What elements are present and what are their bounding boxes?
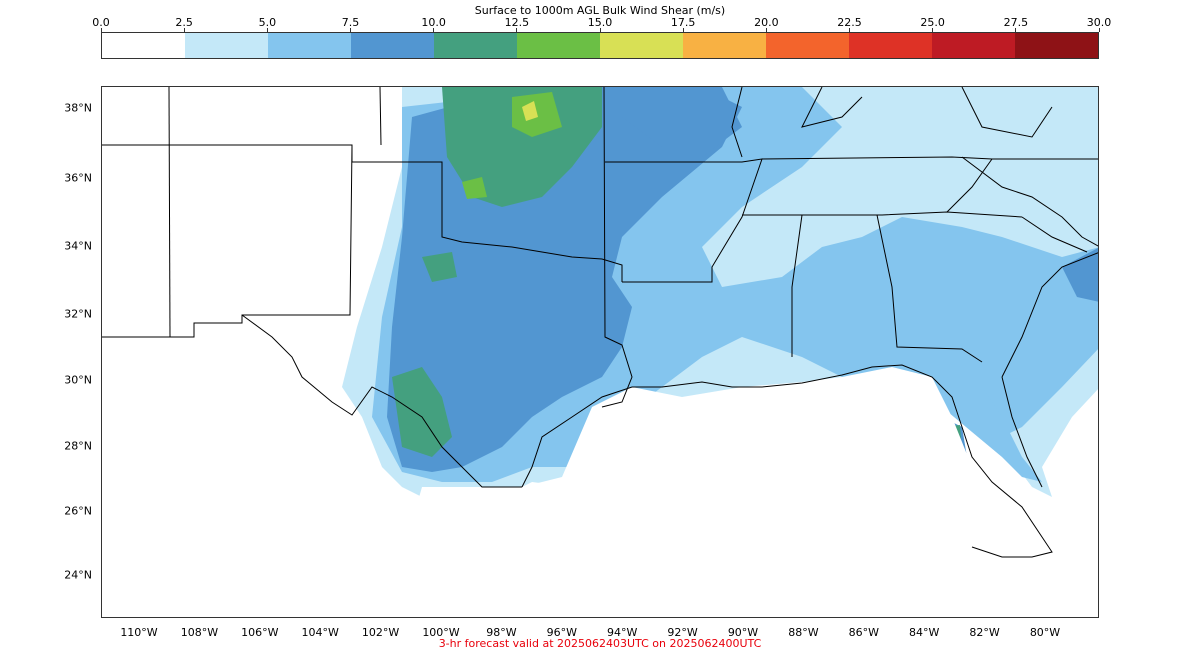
colorbar-tick-label: 0.0	[92, 16, 110, 29]
colorbar-tick-label: 7.5	[341, 16, 360, 29]
colorbar-tick-mark	[1015, 28, 1017, 32]
longitude-label: 106°W	[241, 626, 279, 639]
longitude-label: 90°W	[727, 626, 759, 639]
longitude-label: 102°W	[361, 626, 400, 639]
longitude-label: 96°W	[546, 626, 577, 639]
colorbar-tick-mark	[599, 28, 601, 32]
colorbar-tick-mark	[183, 28, 185, 32]
shear-field-medium-fl	[932, 377, 1042, 482]
colorbar-tick-label: 17.5	[670, 16, 696, 29]
colorbar-tick-mark	[932, 28, 934, 32]
shear-field-green-2	[392, 367, 452, 457]
latitude-label: 34°N	[64, 239, 92, 253]
colorbar-tick-mark	[266, 28, 268, 32]
colorbar-tick-label: 5.0	[258, 16, 277, 29]
colorbar-tick-label: 15.0	[587, 16, 613, 29]
colorbar-tick-mark	[516, 28, 518, 32]
colorbar-segment	[102, 33, 185, 58]
colorbar-title: Surface to 1000m AGL Bulk Wind Shear (m/…	[474, 4, 726, 17]
colorbar-tick-label: 25.0	[920, 16, 945, 29]
colorbar-segment	[849, 33, 932, 58]
colorbar-tick-mark	[433, 28, 435, 32]
colorbar-tick-label: 27.5	[1003, 16, 1029, 29]
latitude-label: 30°N	[64, 373, 92, 387]
longitude-label: 108°W	[180, 626, 219, 639]
gulf-water	[102, 367, 1042, 617]
colorbar-segment	[932, 33, 1015, 58]
shear-field-blue-ga	[1062, 248, 1098, 302]
colorbar-segment	[185, 33, 268, 58]
colorbar-segment	[351, 33, 434, 58]
colorbar-tick-mark	[849, 28, 850, 32]
state-borders	[102, 87, 1098, 488]
latitude-label: 36°N	[64, 171, 92, 185]
colorbar-tick-mark	[100, 28, 102, 32]
latitude-label: 28°N	[64, 439, 92, 453]
map-panel	[101, 86, 1099, 618]
colorbar-segment	[517, 33, 600, 58]
colorbar-tick-mark	[682, 28, 684, 32]
longitude-label: 92°W	[667, 626, 698, 639]
map-canvas	[102, 87, 1098, 617]
colorbar	[101, 32, 1099, 59]
colorbar-segment	[434, 33, 517, 58]
colorbar-tick-label: 30.0	[1086, 16, 1112, 29]
colorbar-segment	[600, 33, 683, 58]
colorbar-tick-label: 22.5	[837, 16, 862, 29]
colorbar-segment	[268, 33, 351, 58]
colorbar-tick-mark	[1098, 28, 1100, 32]
longitude-label: 80°W	[1029, 626, 1061, 639]
colorbar-segment	[683, 33, 766, 58]
latitude-label: 26°N	[64, 504, 92, 518]
colorbar-segment	[1015, 33, 1098, 58]
colorbar-tick-mark	[765, 28, 767, 32]
longitude-label: 84°W	[909, 626, 940, 639]
shear-field-blue-2	[602, 87, 742, 157]
shear-field-lgreen-2	[462, 177, 487, 199]
longitude-label: 86°W	[848, 626, 879, 639]
colorbar-tick-label: 20.0	[754, 16, 779, 29]
colorbar-tick-label: 12.5	[504, 16, 530, 29]
colorbar-tick-mark	[350, 28, 351, 32]
longitude-label: 110°W	[120, 626, 158, 639]
longitude-label: 82°W	[969, 626, 1000, 639]
latitude-label: 38°N	[64, 101, 92, 115]
longitude-label: 100°W	[422, 626, 460, 639]
longitude-label: 88°W	[788, 626, 819, 639]
latitude-label: 24°N	[64, 568, 92, 582]
shear-field-yellow	[522, 101, 538, 121]
colorbar-segment	[766, 33, 849, 58]
latitude-label: 32°N	[64, 307, 92, 321]
colorbar-tick-label: 2.5	[175, 16, 193, 29]
coastline	[521, 156, 1098, 558]
forecast-validity-text: 3-hr forecast valid at 2025062403UTC on …	[438, 637, 762, 650]
longitude-label: 104°W	[301, 626, 339, 639]
shear-field-green-3	[422, 252, 457, 282]
longitude-label: 94°W	[607, 626, 638, 639]
colorbar-tick-label: 10.0	[421, 16, 446, 29]
longitude-label: 98°W	[486, 626, 517, 639]
